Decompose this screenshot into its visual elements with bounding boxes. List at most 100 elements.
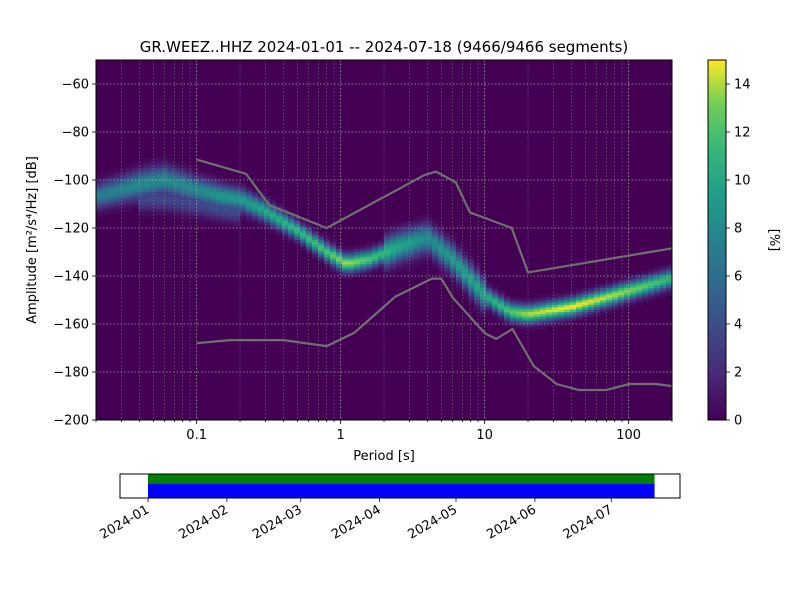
heatmap-cell [336,247,343,251]
heatmap-cell [486,304,493,308]
heatmap-cell [390,242,397,246]
heatmap-cell [444,232,451,236]
heatmap-cell [546,316,553,320]
heatmap-cell [174,211,181,215]
heatmap-cell [468,290,475,294]
heatmap-cell [594,309,601,313]
heatmap-cell [102,194,109,198]
heatmap-cell [408,237,415,241]
heatmap-cell [252,187,259,191]
heatmap-cell [420,235,427,239]
heatmap-cell [234,199,241,203]
heatmap-cell [408,247,415,251]
heatmap-cell [462,252,469,255]
heatmap-cell [246,189,253,193]
heatmap-cell [654,273,661,277]
heatmap-cell [468,259,475,263]
heatmap-cell [198,204,205,207]
heatmap-cell [408,228,415,231]
heatmap-cell [234,196,241,200]
heatmap-cell [162,158,169,162]
heatmap-cell [138,194,145,198]
heatmap-cell [186,168,193,171]
heatmap-cell [534,307,541,311]
heatmap-cell [486,302,493,306]
heatmap-cell [156,196,163,200]
heatmap-cell [318,249,325,253]
heatmap-cell [108,201,115,205]
heatmap-cell [216,208,223,212]
heatmap-cell [210,220,217,224]
heatmap-cell [228,225,235,229]
heatmap-cell [582,295,589,299]
heatmap-cell [132,196,139,200]
heatmap-cell [360,271,367,275]
heatmap-cell [186,165,193,169]
heatmap-cell [576,316,583,320]
heatmap-cell [444,268,451,272]
heatmap-cell [120,201,127,205]
heatmap-cell [576,309,583,313]
heatmap-cell [450,280,457,284]
heatmap-cell [606,297,613,301]
heatmap-cell [402,254,409,258]
heatmap-cell [108,184,115,188]
heatmap-cell [558,295,565,299]
heatmap-cell [504,319,511,323]
heatmap-cell [630,302,637,306]
heatmap-cell [480,312,487,315]
heatmap-cell [588,314,595,318]
heatmap-cell [522,314,529,318]
heatmap-cell [252,196,259,200]
heatmap-cell [198,220,205,224]
heatmap-cell [312,252,319,255]
coverage-frame [119,473,681,499]
heatmap-cell [384,266,391,270]
heatmap-cell [648,271,655,275]
heatmap-cell [342,252,349,255]
heatmap-cell [612,280,619,284]
heatmap-cell [594,297,601,301]
heatmap-cell [516,314,523,318]
heatmap-cell [432,228,439,231]
heatmap-cell [546,302,553,306]
heatmap-cell [216,175,223,179]
heatmap-cell [270,228,277,231]
heatmap-cell [630,304,637,308]
heatmap-cell [216,211,223,215]
heatmap-cell [342,266,349,270]
heatmap-cell [216,194,223,198]
heatmap-cell [126,177,133,181]
heatmap-cell [552,309,559,313]
heatmap-cell [426,254,433,258]
heatmap-cell [396,256,403,260]
heatmap-cell [180,192,187,195]
heatmap-cell [462,249,469,253]
heatmap-cell [318,235,325,239]
heatmap-cell [120,192,127,195]
heatmap-cell [360,244,367,248]
heatmap-cell [510,307,517,311]
heatmap-cell [576,295,583,299]
heatmap-cell [402,232,409,236]
heatmap-cell [384,273,391,277]
heatmap-cell [432,237,439,241]
heatmap-cell [168,163,175,167]
heatmap-cell [396,223,403,227]
heatmap-cell [252,204,259,207]
heatmap-cell [420,232,427,236]
heatmap-cell [156,199,163,203]
x-tick-label: 10 [476,428,493,443]
heatmap-cell [342,273,349,277]
heatmap-cell [654,295,661,299]
heatmap-cell [126,196,133,200]
heatmap-cell [300,244,307,248]
heatmap-cell [186,175,193,179]
heatmap-cell [174,192,181,195]
heatmap-cell [336,254,343,258]
heatmap-cell [126,206,133,210]
heatmap-cell [390,259,397,263]
heatmap-cell [414,256,421,260]
heatmap-cell [300,225,307,229]
heatmap-cell [552,295,559,299]
